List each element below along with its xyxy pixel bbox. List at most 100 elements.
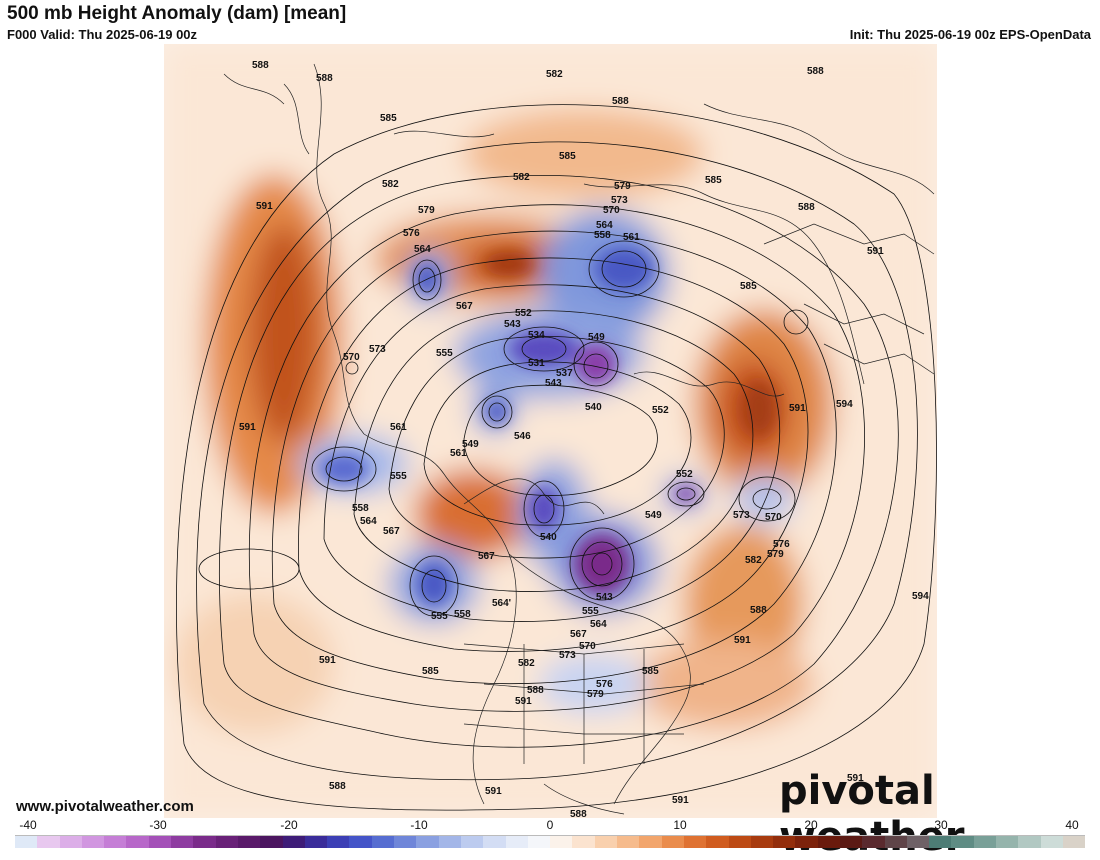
- colorbar-swatch: [193, 836, 216, 848]
- colorbar-tick: 30: [934, 818, 948, 832]
- colorbar-tick: -20: [280, 818, 298, 832]
- map-title: 500 mb Height Anomaly (dam) [mean]: [7, 3, 347, 24]
- contour-label: 588: [570, 809, 587, 818]
- contour-label: 540: [540, 532, 557, 543]
- contour-label: 567: [570, 629, 587, 640]
- colorbar-swatch: [795, 836, 818, 848]
- colorbar-swatch: [929, 836, 952, 848]
- contour-label: 573: [611, 195, 628, 206]
- colorbar-swatch: [460, 836, 484, 848]
- colorbar-swatch: [973, 836, 997, 848]
- colorbar-swatch: [349, 836, 372, 848]
- colorbar-swatch: [661, 836, 684, 848]
- website-url: www.pivotalweather.com: [16, 798, 194, 815]
- contour-label: 561: [450, 448, 467, 459]
- contour-label: 588: [316, 73, 333, 84]
- colorbar-tick: -40: [19, 818, 37, 832]
- contour-label: 591: [239, 422, 256, 433]
- colorbar-swatch: [148, 836, 172, 848]
- contour-label: 585: [422, 666, 439, 677]
- contour-label: 585: [740, 281, 757, 292]
- contour-label: 567: [383, 526, 400, 537]
- colorbar-swatch: [37, 836, 60, 848]
- colorbar-swatch: [438, 836, 461, 848]
- contour-label: 567: [478, 551, 495, 562]
- map-canvas: 588 588 582 588 588 585 585 585 582 582 …: [164, 44, 937, 818]
- contour-label: 570: [343, 352, 360, 363]
- contour-label: 582: [546, 69, 563, 80]
- contour-label: 591: [847, 773, 864, 784]
- colorbar-swatch: [527, 836, 551, 848]
- colorbar-tick: 0: [546, 818, 554, 832]
- colorbar-swatch: [483, 836, 506, 848]
- colorbar-swatch: [839, 836, 863, 848]
- contour-label: 570: [579, 641, 596, 652]
- colorbar-swatch: [104, 836, 127, 848]
- contour-label: 591: [319, 655, 336, 666]
- contour-label: 531: [528, 358, 545, 369]
- colorbar-swatch: [906, 836, 930, 848]
- contour-label: 570: [765, 512, 782, 523]
- contour-label: 561: [623, 232, 640, 243]
- colorbar-swatch: [371, 836, 395, 848]
- colorbar-swatch: [594, 836, 618, 848]
- contour-label: 567: [456, 301, 473, 312]
- contour-labels: 588 588 582 588 588 585 585 585 582 582 …: [239, 60, 929, 818]
- contour-label: 564: [596, 220, 613, 231]
- contour-label: 546: [514, 431, 531, 442]
- colorbar-swatch: [706, 836, 729, 848]
- colorbar-swatch: [728, 836, 751, 848]
- contour-label: 555: [582, 606, 599, 617]
- contour-label: 579: [767, 549, 784, 560]
- colorbar-swatch: [817, 836, 840, 848]
- colorbar-swatch: [327, 836, 350, 848]
- colorbar-swatch: [505, 836, 528, 848]
- contour-label: 549: [462, 439, 479, 450]
- colorbar-swatch: [215, 836, 238, 848]
- contour-label: 573: [559, 650, 576, 661]
- contour-label: 579: [587, 689, 604, 700]
- contour-label: 552: [652, 405, 669, 416]
- contour-label: 591: [256, 201, 273, 212]
- colorbar-swatch: [1018, 836, 1041, 848]
- contour-label: 537: [556, 368, 573, 379]
- colorbar-swatch: [639, 836, 662, 848]
- contour-label: 588: [750, 605, 767, 616]
- contour-label: 558: [352, 503, 369, 514]
- contour-label: 573: [733, 510, 750, 521]
- contour-label: 543: [596, 592, 613, 603]
- contour-label: 582: [513, 172, 530, 183]
- contour-label: 564: [590, 619, 607, 630]
- init-time: Init: Thu 2025-06-19 00z EPS-OpenData: [849, 27, 1091, 42]
- contour-label: 543: [504, 319, 521, 330]
- contour-label: 588: [798, 202, 815, 213]
- anomaly-shading: [164, 44, 937, 818]
- anomaly-map: 588 588 582 588 588 585 585 585 582 582 …: [164, 44, 937, 818]
- contour-label: 582: [518, 658, 535, 669]
- contour-label: 588: [612, 96, 629, 107]
- contour-label: 552: [676, 469, 693, 480]
- contour-label: 576: [596, 679, 613, 690]
- contour-label: 549: [588, 332, 605, 343]
- colorbar-swatch: [171, 836, 194, 848]
- contour-label: 540: [585, 402, 602, 413]
- contour-label: 564: [414, 244, 431, 255]
- colorbar-swatch: [884, 836, 907, 848]
- contour-label: 576: [403, 228, 420, 239]
- colorbar-swatch: [282, 836, 305, 848]
- contour-label: 534: [528, 330, 545, 341]
- contour-label: 591: [515, 696, 532, 707]
- colorbar-swatch: [572, 836, 595, 848]
- colorbar-swatch: [773, 836, 796, 848]
- contour-label: 549: [645, 510, 662, 521]
- contour-label: 588: [527, 685, 544, 696]
- contour-label: 558: [594, 230, 611, 241]
- contour-label: 555: [436, 348, 453, 359]
- contour-label: 564': [492, 598, 511, 609]
- contour-label: 588: [807, 66, 824, 77]
- contour-label: 588: [252, 60, 269, 71]
- contour-label: 582: [745, 555, 762, 566]
- height-contours: [176, 104, 937, 811]
- valid-time: F000 Valid: Thu 2025-06-19 00z: [7, 27, 198, 42]
- contour-label: 591: [485, 786, 502, 797]
